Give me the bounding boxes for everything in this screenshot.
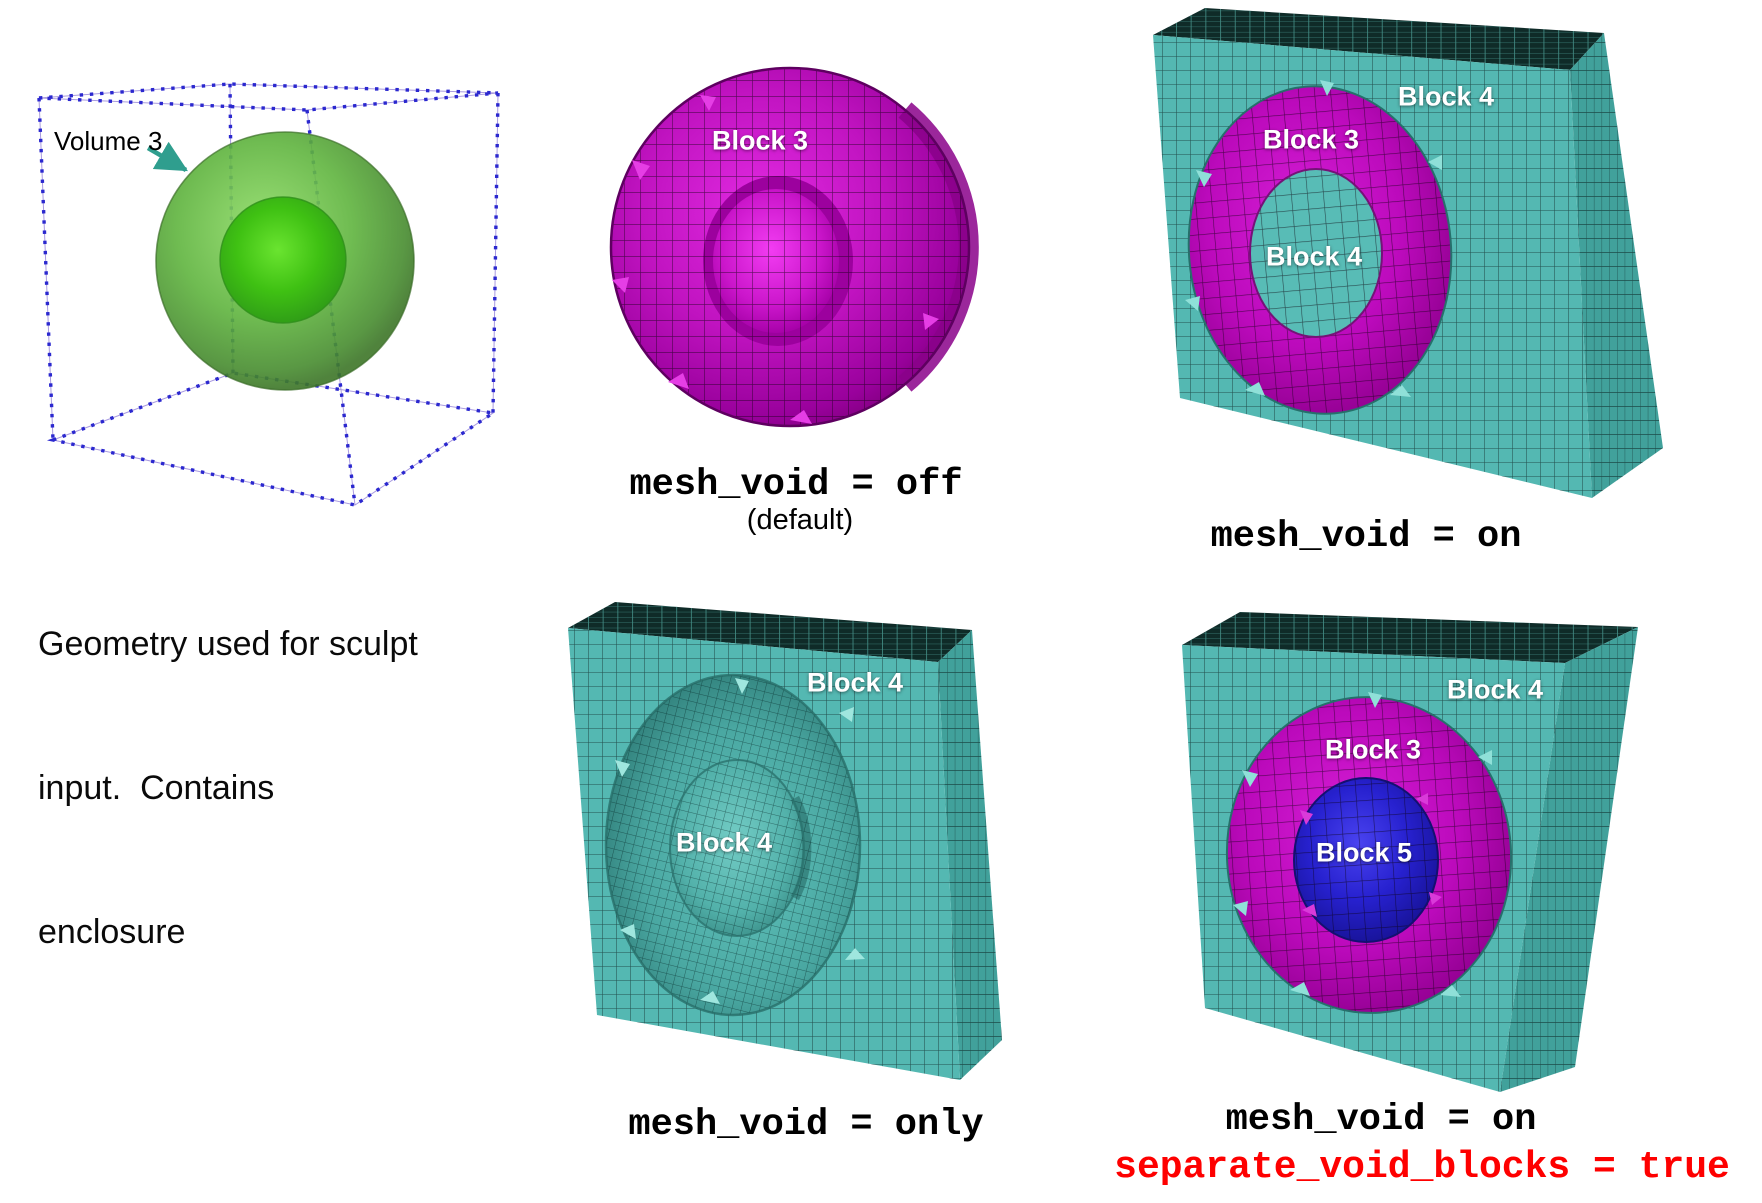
mesh-on-panel bbox=[1153, 8, 1663, 498]
cube-on-inner-block4-label: Block 4 bbox=[1265, 241, 1363, 272]
mesh-only-caption: mesh_void = only bbox=[628, 1104, 984, 1146]
cavity-outline bbox=[604, 673, 862, 1017]
cube-sep-block3-label: Block 3 bbox=[1324, 734, 1422, 765]
mesh-off-caption: mesh_void = off bbox=[629, 464, 963, 506]
sep-ring-outline bbox=[1225, 696, 1513, 1014]
mesh-on-separate-caption: mesh_void = on bbox=[1225, 1099, 1537, 1141]
disc-notches bbox=[612, 95, 939, 424]
mesh-off-default-note: (default) bbox=[746, 504, 854, 536]
void-ring-outline bbox=[1187, 85, 1453, 415]
ring-notches bbox=[1185, 80, 1442, 397]
cube-on-top-grid bbox=[1153, 8, 1604, 70]
mesh-off-panel bbox=[609, 66, 979, 428]
cube-sep-side-grid bbox=[1500, 627, 1638, 1092]
sep-ring-grid bbox=[1226, 697, 1512, 1013]
mesh-on-caption: mesh_void = on bbox=[1210, 516, 1522, 558]
void-core-outline bbox=[1249, 168, 1383, 338]
mesh-only-panel bbox=[568, 602, 1002, 1080]
geometry-caption-line3: enclosure bbox=[38, 913, 186, 951]
geometry-caption: Geometry used for sculpt input. Contains… bbox=[38, 524, 418, 1004]
sep-core-notches bbox=[1300, 793, 1442, 917]
mesh-on-separate-panel bbox=[1182, 612, 1638, 1092]
cube-sep-block4-label: Block 4 bbox=[1446, 674, 1544, 705]
cavity-mesh-grid bbox=[606, 675, 860, 1015]
volume3-label: Volume 3 bbox=[54, 126, 163, 156]
cube-sep-block5-label: Block 5 bbox=[1315, 837, 1413, 868]
geometry-caption-line1: Geometry used for sculpt bbox=[38, 625, 418, 663]
disc-mesh-grid bbox=[611, 68, 969, 426]
cavity-notches bbox=[615, 678, 865, 1004]
cube-sep-top-grid bbox=[1182, 612, 1638, 663]
cube-only-inner-block4-label: Block 4 bbox=[675, 827, 773, 858]
separate-void-blocks-caption: separate_void_blocks = true bbox=[1114, 1146, 1730, 1189]
cube-only-top-grid bbox=[568, 602, 972, 662]
cube-only-side-grid bbox=[938, 630, 1002, 1080]
void-ring-grid bbox=[1188, 86, 1452, 414]
sep-core-outline bbox=[1293, 777, 1439, 943]
cube-on-block4-label: Block 4 bbox=[1397, 81, 1495, 112]
cube-on-side-grid bbox=[1570, 33, 1663, 498]
cube-on-block3-label: Block 3 bbox=[1262, 124, 1360, 155]
cube-only-block4-label: Block 4 bbox=[806, 667, 904, 698]
geometry-panel bbox=[37, 82, 500, 507]
enclosure-sphere-outline bbox=[155, 131, 415, 391]
geometry-caption-line2: input. Contains bbox=[38, 769, 275, 807]
disc-block3-label: Block 3 bbox=[711, 125, 809, 156]
sep-ring-notches bbox=[1233, 692, 1492, 997]
disc-outline bbox=[609, 66, 971, 428]
inner-sphere-outline bbox=[219, 196, 347, 324]
inner-sphere bbox=[220, 197, 346, 323]
volume3-arrow bbox=[146, 141, 188, 172]
cavity-inner-outline bbox=[669, 759, 805, 937]
